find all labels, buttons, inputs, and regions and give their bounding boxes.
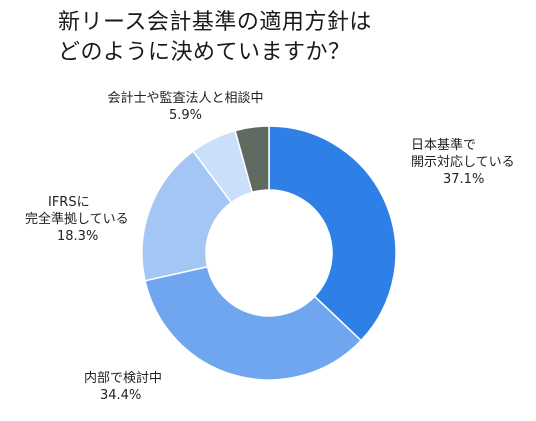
slice-value-internal-review: 34.4%	[100, 388, 142, 403]
slice-label-auditor-consultation-line-1: 会計士や監査法人と相談中	[107, 91, 264, 106]
chart-title-line-1: 新リース会計基準の適用方針は	[58, 10, 372, 35]
slice-ifrs	[141, 150, 233, 282]
slice-other	[234, 125, 270, 194]
chart-title: 新リース会計基準の適用方針は どのように決めていますか？	[58, 8, 498, 68]
slice-label-ifrs-line-2: 完全準拠している	[25, 212, 129, 227]
slice-label-japanese-standard: 日本基準で 開示対応している 37.1%	[411, 137, 515, 188]
slice-internal-review	[144, 265, 363, 381]
slice-value-auditor-consultation: 5.9%	[168, 108, 203, 123]
slice-value-japanese-standard: 37.1%	[443, 172, 485, 187]
slice-label-ifrs-line-1: IFRSに	[48, 195, 90, 210]
slice-label-japanese-standard-line-2: 開示対応している	[411, 155, 515, 170]
slice-label-internal-review: 内部で検討中 34.4%	[84, 370, 162, 404]
donut-slices	[141, 125, 397, 381]
chart-title-line-2: どのように決めていますか？	[58, 40, 351, 65]
slice-japanese-standard	[268, 125, 397, 342]
slice-label-ifrs: IFRSに 完全準拠している 18.3%	[25, 194, 129, 245]
slice-label-japanese-standard-line-1: 日本基準で	[411, 138, 477, 153]
slice-label-internal-review-line-1: 内部で検討中	[84, 371, 163, 386]
slice-value-ifrs: 18.3%	[57, 229, 99, 244]
slice-label-auditor-consultation: 会計士や監査法人と相談中 5.9%	[93, 90, 278, 124]
